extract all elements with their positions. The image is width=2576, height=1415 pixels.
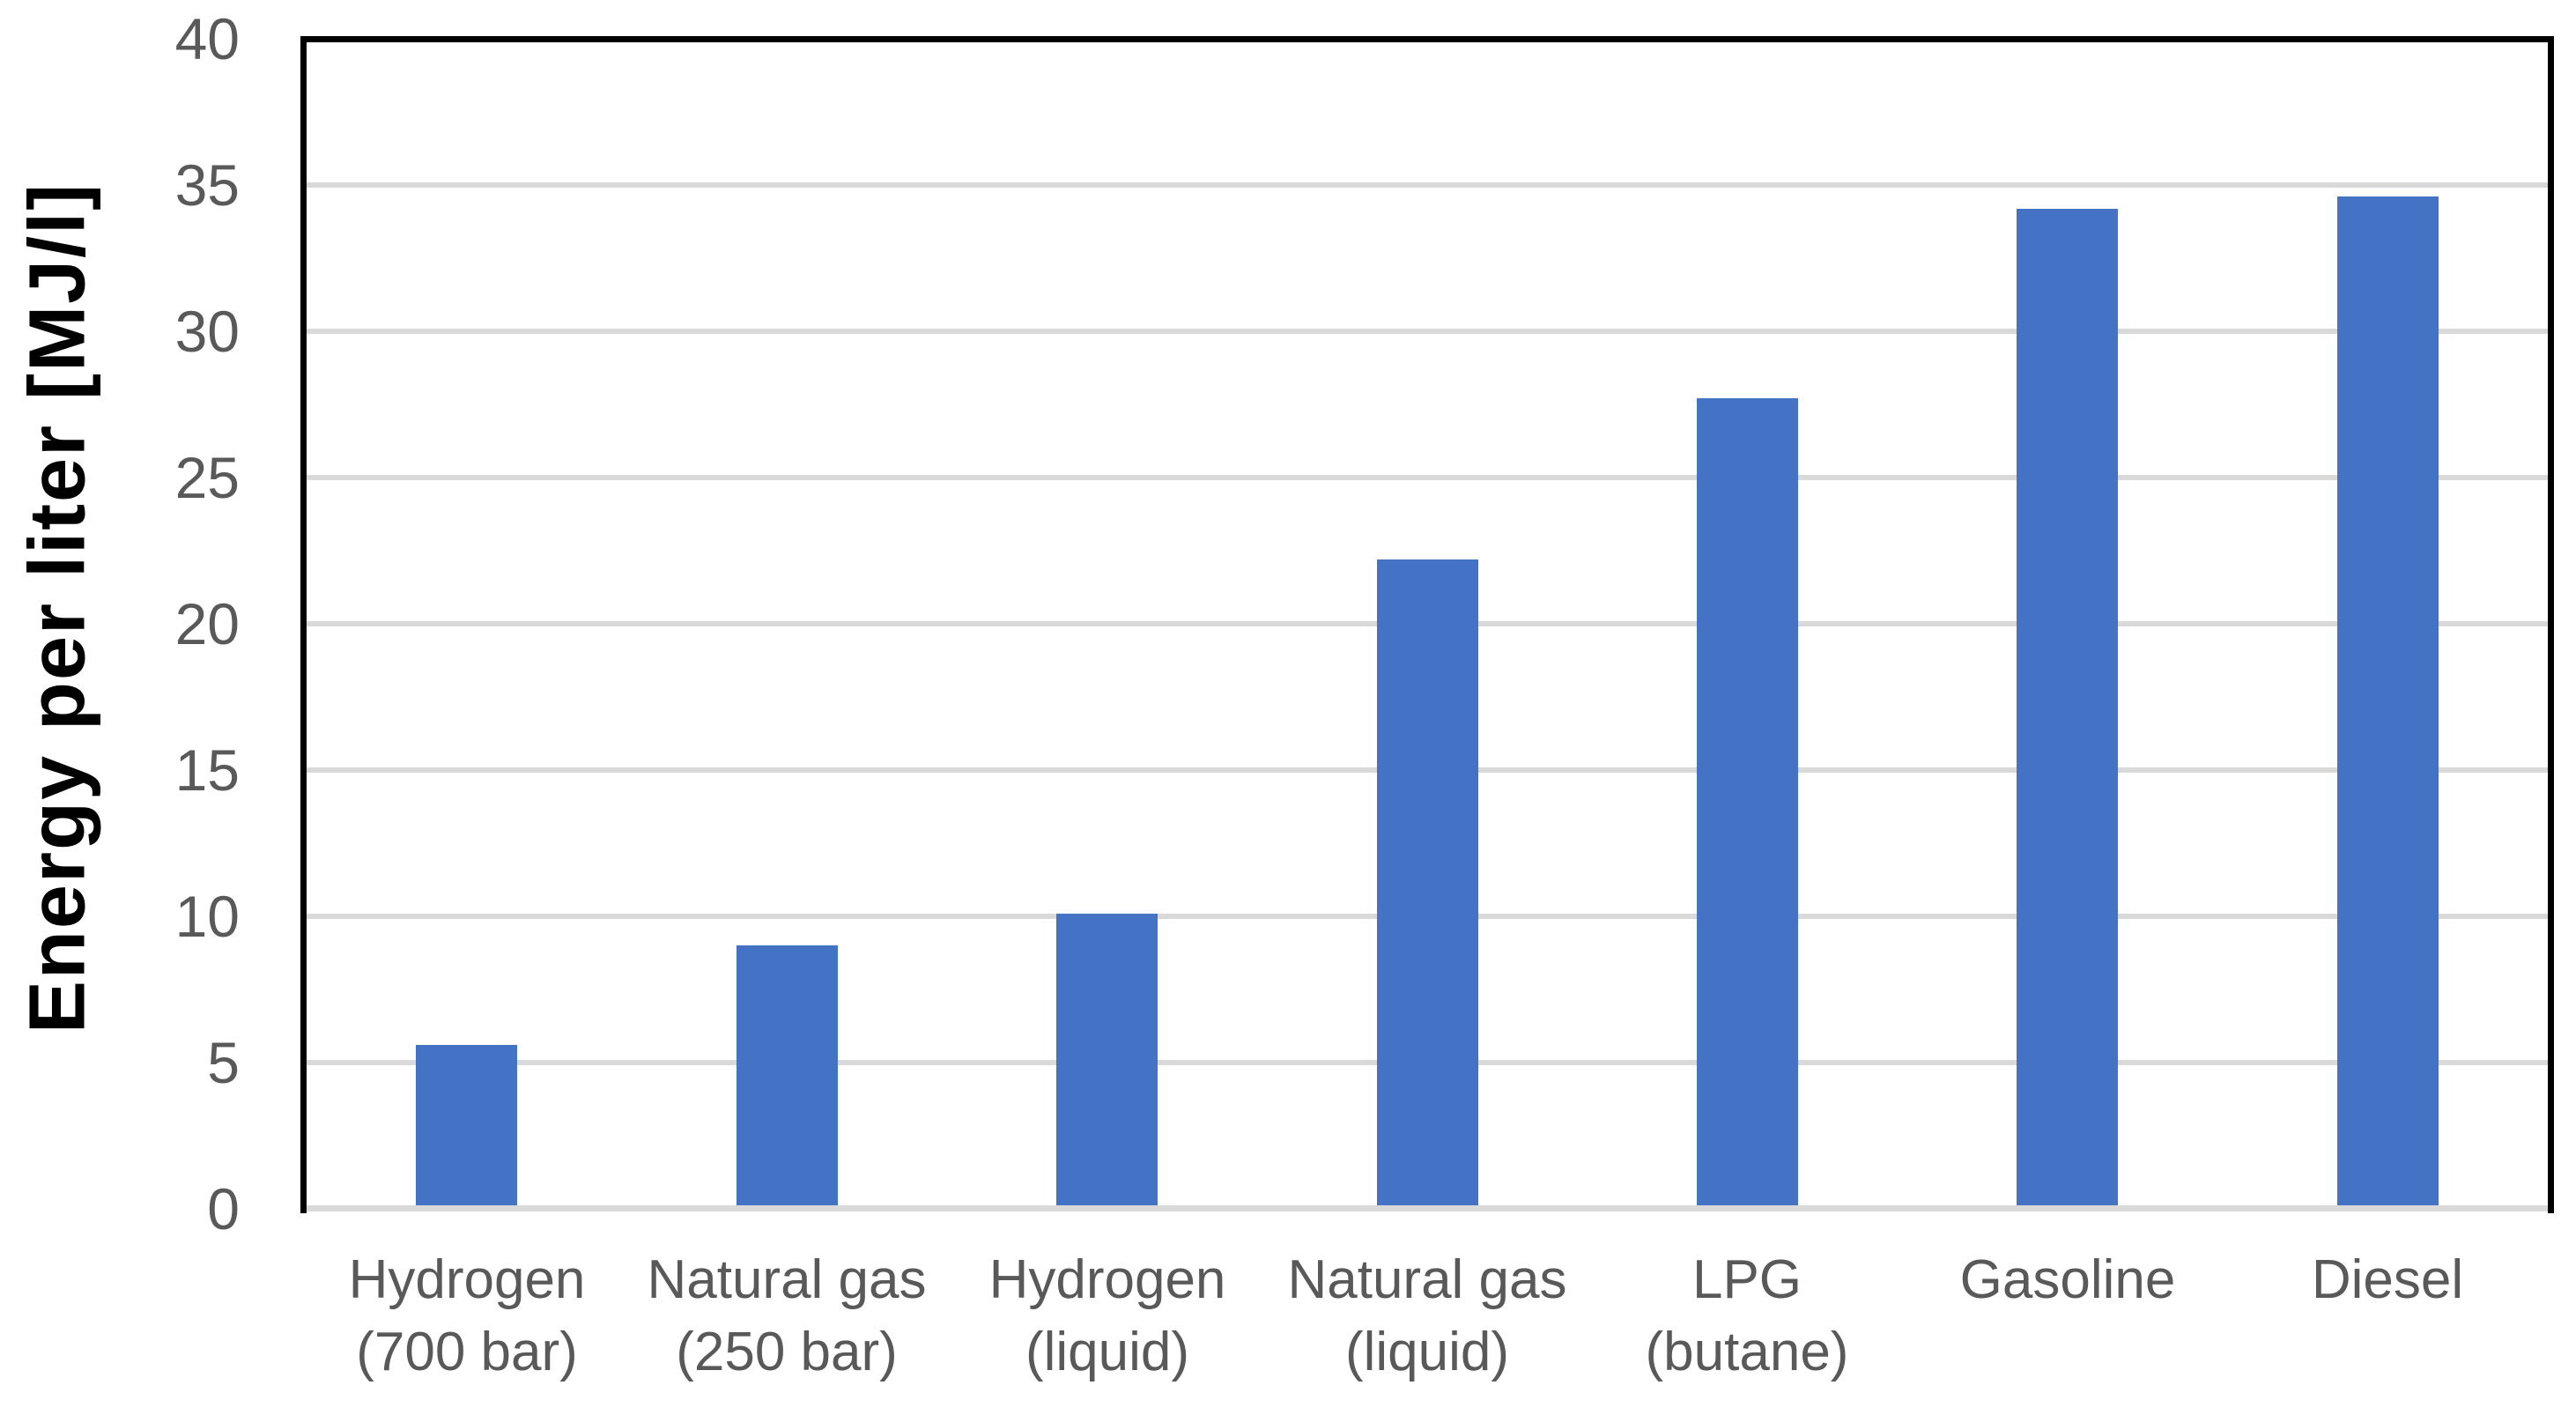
x-category-label-hydrogen-liquid: Hydrogen (liquid) <box>988 1249 1226 1382</box>
y-tick-label-20: 20 <box>174 591 240 656</box>
plot-area <box>300 36 2554 1213</box>
bar-lpg-butane <box>1697 398 1798 1207</box>
x-category-label-hydrogen-700-bar: Hydrogen (700 bar) <box>348 1249 586 1382</box>
bar-natural-gas-250-bar <box>737 945 838 1207</box>
y-tick-label-10: 10 <box>174 884 240 949</box>
x-category-label-natural-gas-250-bar: Natural gas (250 bar) <box>647 1249 927 1382</box>
bar-hydrogen-700-bar <box>416 1045 517 1207</box>
bar-hydrogen-liquid <box>1056 914 1158 1207</box>
plot-inner <box>307 42 2548 1213</box>
bar-gasoline <box>2017 209 2118 1207</box>
y-tick-label-30: 30 <box>174 299 240 364</box>
y-tick-label-15: 15 <box>174 737 240 803</box>
y-tick-label-35: 35 <box>174 152 240 218</box>
bar-natural-gas-liquid <box>1377 559 1478 1207</box>
x-category-label-diesel: Diesel <box>2311 1249 2464 1310</box>
bar-diesel <box>2337 196 2439 1207</box>
y-tick-label-5: 5 <box>207 1030 240 1095</box>
x-category-label-gasoline: Gasoline <box>1959 1249 2176 1310</box>
gridline-25 <box>307 475 2548 480</box>
gridline-30 <box>307 329 2548 334</box>
y-tick-label-40: 40 <box>174 6 240 71</box>
x-category-label-natural-gas-liquid: Natural gas (liquid) <box>1287 1249 1567 1382</box>
x-category-label-lpg-butane: LPG (butane) <box>1645 1249 1849 1382</box>
y-tick-label-0: 0 <box>207 1176 240 1241</box>
gridline-35 <box>307 182 2548 188</box>
y-tick-label-25: 25 <box>174 445 240 510</box>
x-axis-zero-line <box>307 1205 2548 1211</box>
